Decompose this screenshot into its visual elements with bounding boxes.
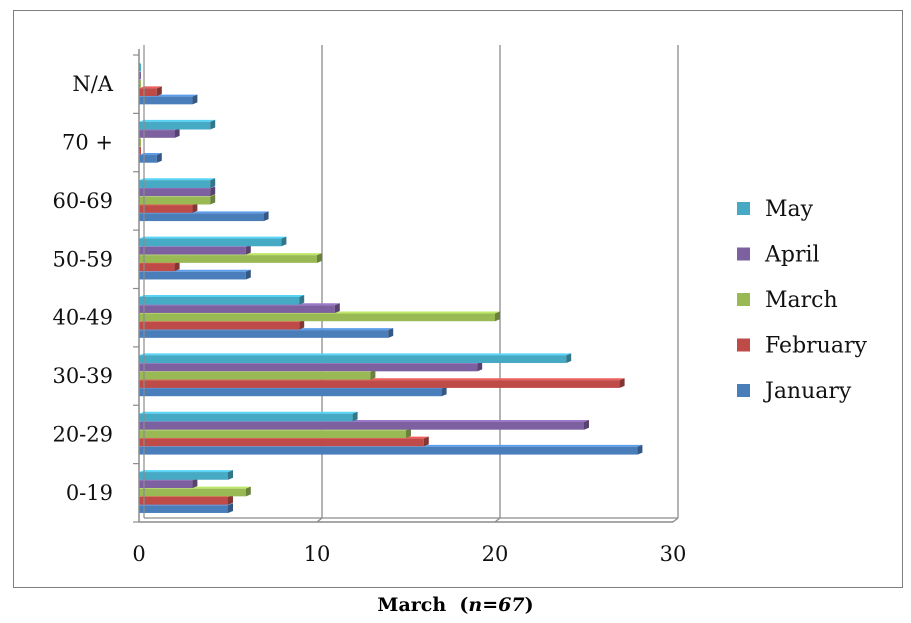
- bar-march: [139, 311, 500, 322]
- bars: [139, 63, 643, 513]
- x-tick-label: 0: [132, 542, 145, 566]
- bar-april: [139, 71, 141, 80]
- chart-caption: March (n=67): [0, 594, 911, 616]
- bar-may: [139, 178, 216, 188]
- bar-february: [139, 378, 625, 388]
- legend-item-april: April: [737, 243, 820, 268]
- x-tick-label: 30: [660, 542, 687, 566]
- bar-march: [139, 253, 322, 263]
- bar-april: [139, 303, 340, 313]
- y-tick-label: 50-59: [52, 247, 113, 271]
- bar-may: [139, 353, 572, 364]
- bar-may: [139, 470, 233, 480]
- legend-item-january: January: [737, 379, 852, 404]
- y-tick-label: 20-29: [52, 422, 113, 446]
- bar-january: [139, 211, 269, 222]
- bar-february: [139, 261, 180, 272]
- bar-may: [139, 119, 216, 130]
- caption-title: March: [377, 594, 447, 616]
- legend-item-may: May: [737, 197, 814, 222]
- bar-may: [139, 63, 141, 72]
- bar-march: [139, 138, 141, 147]
- bar-march: [139, 369, 376, 380]
- legend-swatch: [737, 202, 750, 215]
- bar-april: [139, 128, 180, 138]
- bar-january: [139, 503, 233, 513]
- legend-swatch: [737, 293, 750, 306]
- bar-january: [139, 444, 643, 455]
- bar-january: [139, 269, 251, 280]
- bar-may: [139, 236, 287, 247]
- bar-may: [139, 294, 305, 305]
- bar-january: [139, 386, 447, 397]
- x-tick-label: 10: [304, 542, 331, 566]
- axes: [133, 45, 678, 523]
- bar-february: [139, 319, 305, 330]
- grid-line-depth: [672, 517, 679, 523]
- bar-march: [139, 428, 411, 438]
- bar-april: [139, 419, 589, 430]
- caption-close: ): [524, 594, 534, 616]
- legend-item-february: February: [737, 334, 867, 359]
- legend-item-march: March: [737, 288, 838, 313]
- legend: May April March February January: [737, 197, 867, 404]
- bar-february: [139, 494, 233, 505]
- chart-frame: [13, 10, 903, 588]
- tick-labels: 0 10 20 30 0-19 20-29 30-39 40-49 50-59 60-69 70 +…: [52, 72, 686, 566]
- legend-label: March: [765, 288, 838, 313]
- bar-march: [139, 194, 216, 205]
- bar-april: [139, 186, 216, 197]
- bar-january: [139, 328, 394, 338]
- bar-february: [139, 203, 198, 213]
- legend-label: February: [765, 334, 867, 359]
- y-tick-label: 30-39: [52, 364, 113, 388]
- y-tick-label: N/A: [72, 72, 113, 96]
- bar-january: [139, 153, 162, 163]
- caption-n: n=67: [468, 594, 525, 616]
- legend-swatch: [737, 338, 750, 352]
- bar-february: [139, 436, 429, 447]
- bar-february: [139, 146, 141, 155]
- y-tick-label: 70 +: [62, 131, 113, 155]
- bar-april: [139, 361, 483, 372]
- legend-label: January: [763, 379, 852, 404]
- y-tick-label: 60-69: [52, 189, 113, 213]
- legend-swatch: [737, 384, 750, 397]
- bar-april: [139, 478, 198, 489]
- bar-february: [139, 86, 162, 97]
- caption-open: (: [459, 594, 469, 616]
- bar-may: [139, 411, 358, 422]
- x-tick-label: 20: [482, 542, 509, 566]
- y-tick-label: 40-49: [52, 306, 113, 330]
- bar-january: [139, 94, 198, 105]
- legend-label: April: [764, 243, 820, 268]
- legend-swatch: [737, 247, 750, 261]
- legend-label: May: [765, 197, 814, 222]
- bar-march: [139, 486, 251, 497]
- bar-april: [139, 244, 251, 255]
- bar-march: [139, 80, 141, 88]
- y-tick-label: 0-19: [66, 481, 113, 505]
